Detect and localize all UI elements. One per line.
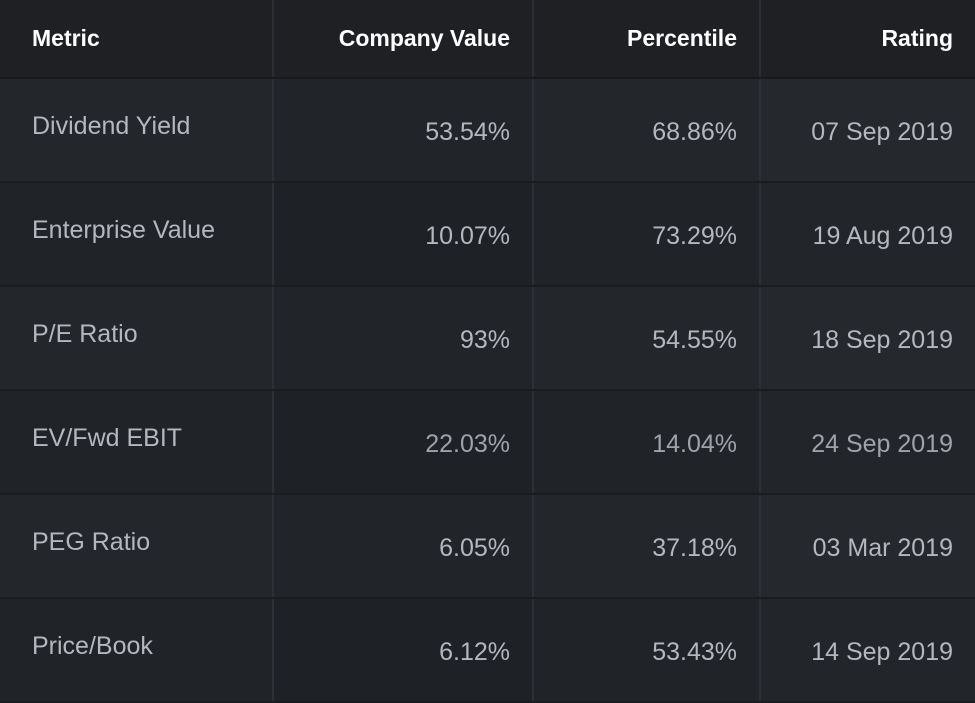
metric-cell: Enterprise Value bbox=[0, 182, 274, 287]
metric-label: P/E Ratio bbox=[32, 319, 138, 348]
percentile-value: 68.86% bbox=[652, 117, 737, 146]
percentile-cell: 73.29% bbox=[533, 182, 761, 287]
company-value-cell: 10.07% bbox=[273, 182, 534, 287]
company-value-cell: 93% bbox=[273, 286, 534, 391]
table-row: Dividend Yield 53.54% 68.86% 07 Sep 2019 bbox=[0, 78, 975, 183]
rating-date: 18 Sep 2019 bbox=[811, 325, 953, 354]
company-value: 6.12% bbox=[439, 637, 510, 666]
rating-date: 07 Sep 2019 bbox=[811, 117, 953, 146]
table-row: Enterprise Value 10.07% 73.29% 19 Aug 20… bbox=[0, 182, 975, 287]
percentile-cell: 68.86% bbox=[533, 78, 761, 183]
rating-cell: 24 Sep 2019 bbox=[760, 390, 975, 495]
rating-date: 03 Mar 2019 bbox=[812, 533, 953, 562]
metric-label: Enterprise Value bbox=[32, 215, 215, 244]
metric-label: Dividend Yield bbox=[32, 111, 191, 140]
metric-cell: EV/Fwd EBIT bbox=[0, 390, 274, 495]
column-header-company-value[interactable]: Company Value bbox=[273, 0, 534, 79]
percentile-cell: 37.18% bbox=[533, 494, 761, 599]
rating-cell: 03 Mar 2019 bbox=[760, 494, 975, 599]
company-value: 93% bbox=[459, 325, 510, 354]
table-row: PEG Ratio 6.05% 37.18% 03 Mar 2019 bbox=[0, 494, 975, 599]
table-row: Price/Book 6.12% 53.43% 14 Sep 2019 bbox=[0, 598, 975, 703]
table-body: Dividend Yield 53.54% 68.86% 07 Sep 2019… bbox=[0, 78, 975, 703]
percentile-cell: 53.43% bbox=[533, 598, 761, 703]
table-header: Metric Company Value Percentile Rating bbox=[0, 0, 975, 79]
rating-cell: 18 Sep 2019 bbox=[760, 286, 975, 391]
column-header-metric[interactable]: Metric bbox=[0, 0, 274, 79]
percentile-value: 37.18% bbox=[652, 533, 737, 562]
header-row: Metric Company Value Percentile Rating bbox=[0, 0, 975, 79]
metric-cell: Price/Book bbox=[0, 598, 274, 703]
percentile-cell: 14.04% bbox=[533, 390, 761, 495]
company-value-cell: 53.54% bbox=[273, 78, 534, 183]
percentile-cell: 54.55% bbox=[533, 286, 761, 391]
rating-cell: 19 Aug 2019 bbox=[760, 182, 975, 287]
company-value-cell: 22.03% bbox=[273, 390, 534, 495]
percentile-value: 14.04% bbox=[652, 429, 737, 458]
company-value: 6.05% bbox=[439, 533, 510, 562]
metric-label: PEG Ratio bbox=[32, 527, 151, 556]
metric-cell: PEG Ratio bbox=[0, 494, 274, 599]
rating-cell: 07 Sep 2019 bbox=[760, 78, 975, 183]
column-header-rating[interactable]: Rating bbox=[760, 0, 975, 79]
company-value-cell: 6.05% bbox=[273, 494, 534, 599]
metric-cell: P/E Ratio bbox=[0, 286, 274, 391]
percentile-value: 73.29% bbox=[652, 221, 737, 250]
metric-cell: Dividend Yield bbox=[0, 78, 274, 183]
percentile-value: 53.43% bbox=[652, 637, 737, 666]
metric-label: EV/Fwd EBIT bbox=[32, 423, 183, 452]
rating-date: 14 Sep 2019 bbox=[811, 637, 953, 666]
company-value-cell: 6.12% bbox=[273, 598, 534, 703]
company-value: 10.07% bbox=[425, 221, 510, 250]
percentile-value: 54.55% bbox=[652, 325, 737, 354]
metric-label: Price/Book bbox=[32, 631, 153, 660]
column-header-percentile[interactable]: Percentile bbox=[533, 0, 761, 79]
table-row: EV/Fwd EBIT 22.03% 14.04% 24 Sep 2019 bbox=[0, 390, 975, 495]
company-value: 53.54% bbox=[425, 117, 510, 146]
rating-date: 24 Sep 2019 bbox=[811, 429, 953, 458]
table-row: P/E Ratio 93% 54.55% 18 Sep 2019 bbox=[0, 286, 975, 391]
company-value: 22.03% bbox=[425, 429, 510, 458]
rating-cell: 14 Sep 2019 bbox=[760, 598, 975, 703]
rating-date: 19 Aug 2019 bbox=[812, 221, 953, 250]
